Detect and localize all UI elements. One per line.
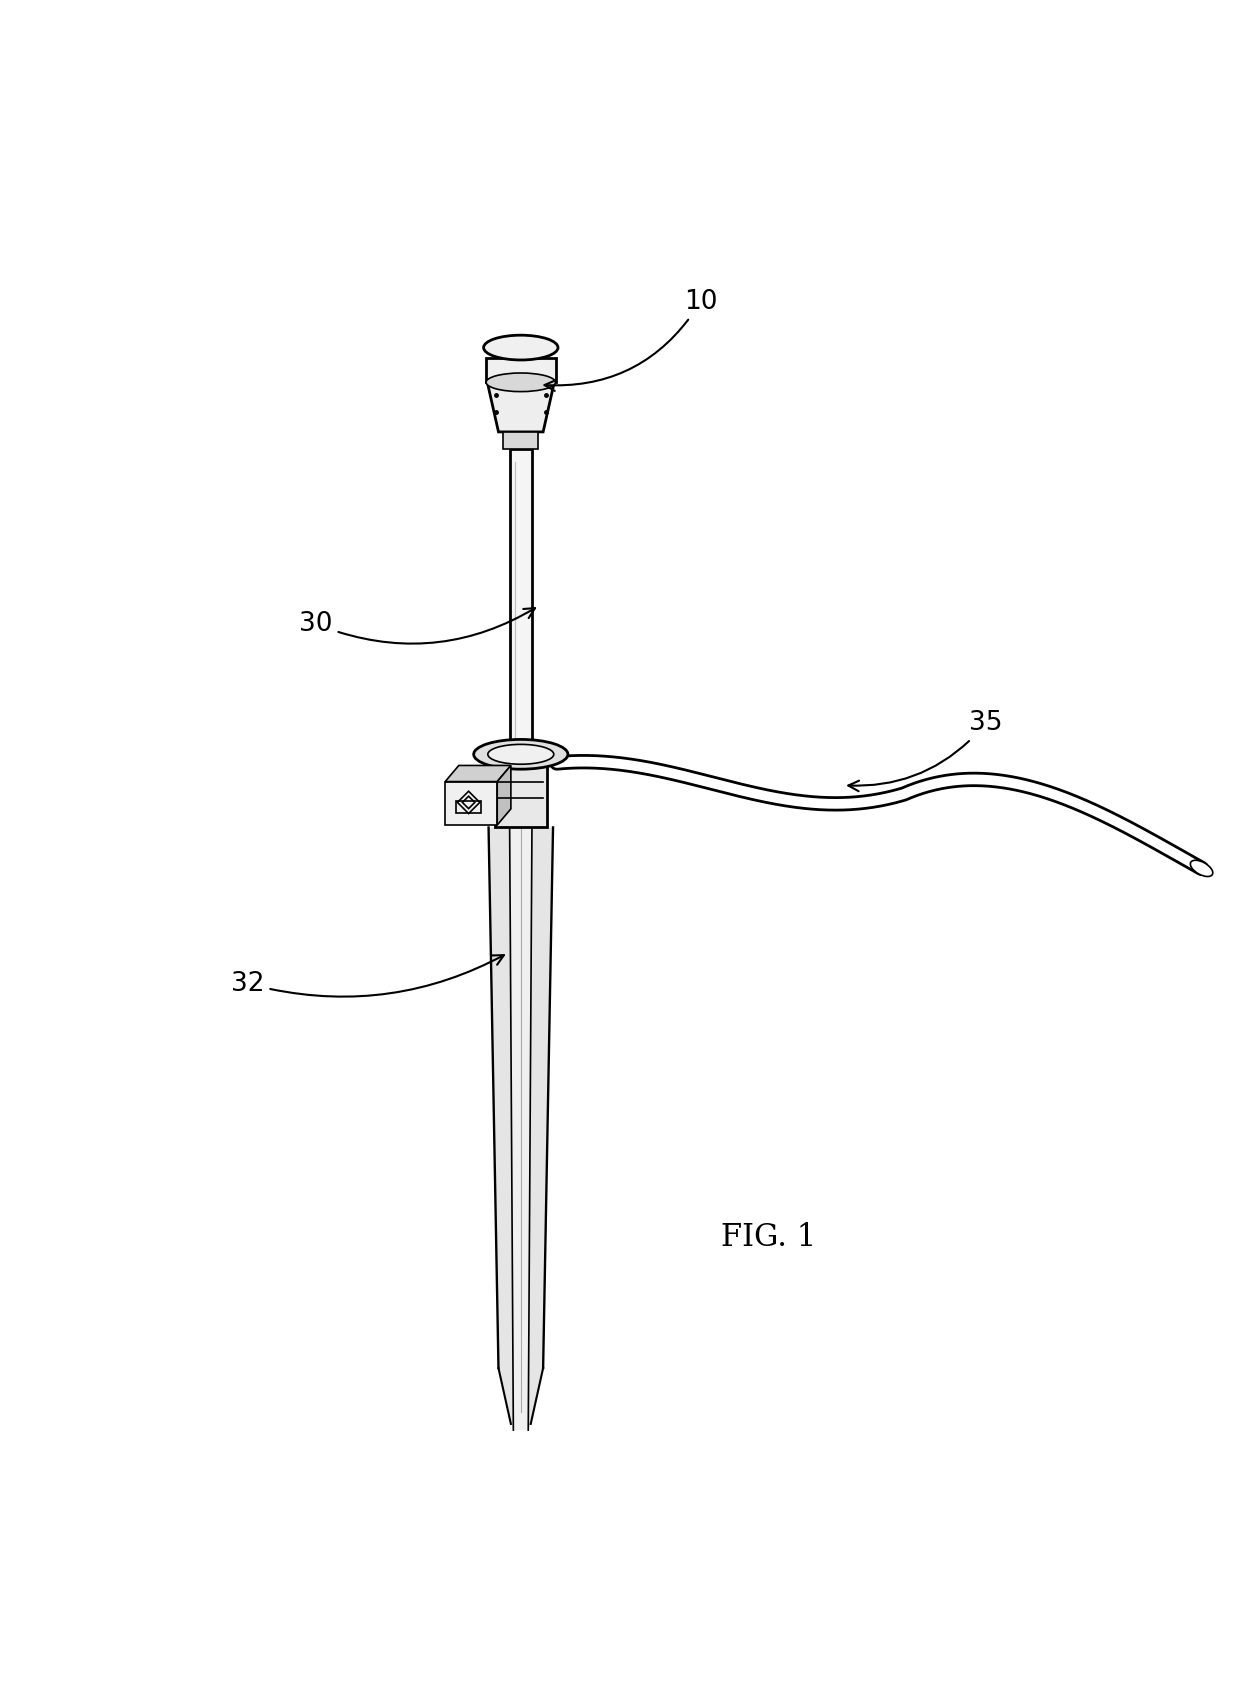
Text: 32: 32: [231, 956, 503, 997]
Text: 35: 35: [848, 710, 1003, 792]
Polygon shape: [510, 828, 532, 1430]
Ellipse shape: [487, 744, 554, 765]
Ellipse shape: [486, 374, 556, 391]
Text: FIG. 1: FIG. 1: [722, 1222, 816, 1253]
Text: 10: 10: [544, 288, 718, 391]
Polygon shape: [528, 828, 553, 1430]
Polygon shape: [489, 828, 513, 1430]
Polygon shape: [503, 432, 538, 449]
Ellipse shape: [474, 739, 568, 770]
Ellipse shape: [484, 335, 558, 360]
Polygon shape: [497, 765, 511, 824]
Polygon shape: [486, 357, 556, 382]
Ellipse shape: [1190, 860, 1213, 876]
Polygon shape: [445, 782, 497, 824]
Polygon shape: [445, 765, 511, 782]
Polygon shape: [495, 763, 547, 828]
Polygon shape: [510, 449, 532, 756]
Polygon shape: [487, 382, 554, 432]
Text: 30: 30: [299, 608, 534, 644]
